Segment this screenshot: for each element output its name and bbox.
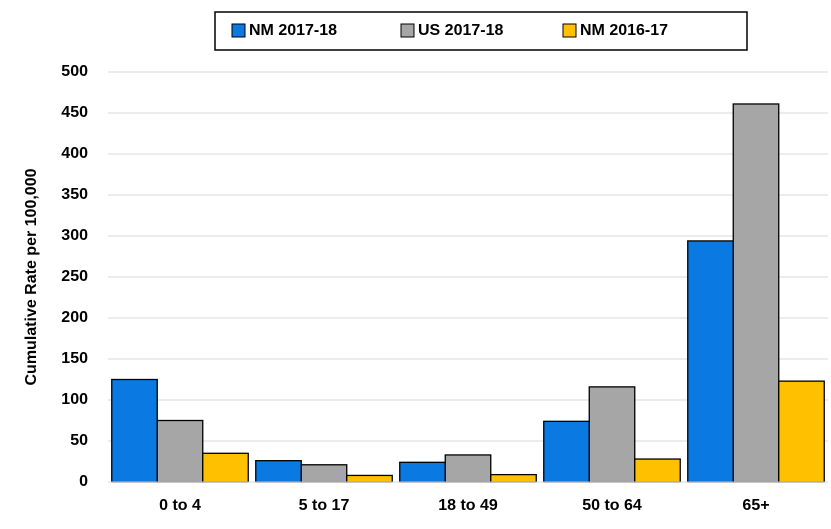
y-tick-label: 500: [61, 63, 88, 80]
y-tick-label: 350: [61, 186, 88, 203]
x-tick-label: 65+: [742, 497, 769, 514]
legend-label: NM 2016-17: [580, 22, 668, 39]
bar: [588, 386, 636, 483]
bar: [111, 378, 158, 483]
y-tick-label: 250: [61, 268, 88, 285]
legend-swatch: [231, 23, 246, 38]
x-tick-label: 18 to 49: [438, 497, 498, 514]
bar: [346, 474, 393, 483]
y-tick-label: 0: [79, 473, 88, 490]
y-tick-label: 400: [61, 145, 88, 162]
bar: [300, 464, 348, 483]
y-tick-label: 50: [70, 432, 88, 449]
bar: [399, 461, 446, 483]
y-tick-label: 150: [61, 350, 88, 367]
bar: [202, 452, 249, 483]
y-tick-label: 200: [61, 309, 88, 326]
bar: [543, 420, 590, 483]
legend-swatch: [400, 23, 415, 38]
legend-label: US 2017-18: [418, 22, 503, 39]
bar: [444, 454, 492, 483]
bar: [490, 473, 537, 483]
y-tick-label: 450: [61, 104, 88, 121]
bar: [156, 419, 204, 483]
legend-label: NM 2017-18: [249, 22, 337, 39]
legend-box: [214, 11, 748, 51]
x-tick-label: 50 to 64: [582, 497, 642, 514]
bar: [778, 380, 825, 483]
y-tick-label: 100: [61, 391, 88, 408]
x-tick-label: 5 to 17: [299, 497, 350, 514]
x-tick-label: 0 to 4: [159, 497, 201, 514]
bar: [255, 460, 302, 483]
bar: [634, 458, 681, 483]
bar: [687, 240, 734, 483]
bar: [732, 103, 780, 483]
y-tick-label: 300: [61, 227, 88, 244]
y-axis-label: Cumulative Rate per 100,000: [23, 168, 40, 385]
legend-swatch: [562, 23, 577, 38]
